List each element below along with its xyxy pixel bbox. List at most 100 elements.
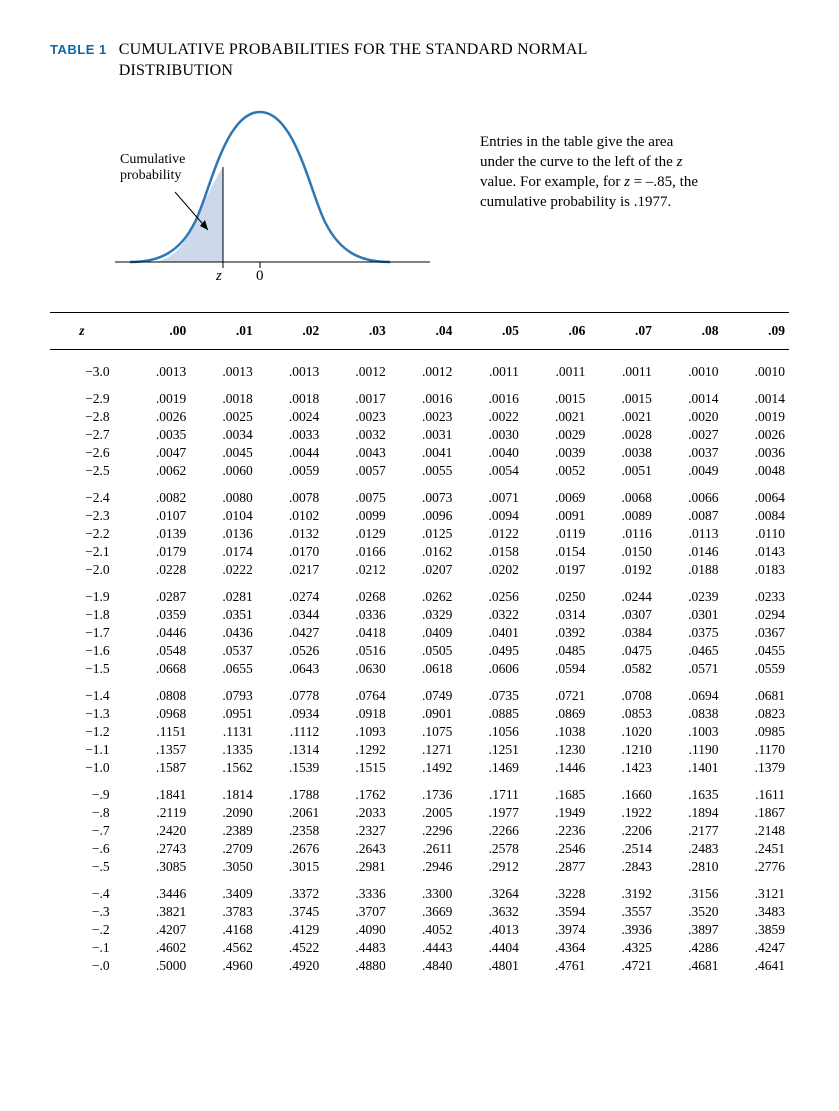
bell-curve: [130, 112, 390, 262]
title-block: TABLE 1 CUMULATIVE PROBABILITIES FOR THE…: [50, 40, 789, 82]
prob-value: .0018: [190, 381, 257, 408]
prob-value: .3669: [390, 903, 457, 921]
prob-value: .0066: [656, 480, 723, 507]
prob-value: .0116: [589, 525, 656, 543]
prob-value: .0059: [257, 462, 324, 480]
prob-value: .1492: [390, 759, 457, 777]
z-value: −1.2: [50, 723, 124, 741]
prob-value: .1635: [656, 777, 723, 804]
col-02: .02: [257, 312, 324, 349]
prob-value: .3821: [124, 903, 191, 921]
prob-value: .0694: [656, 678, 723, 705]
prob-value: .0054: [456, 462, 523, 480]
prob-value: .0301: [656, 606, 723, 624]
prob-value: .0029: [523, 426, 590, 444]
prob-value: .0655: [190, 660, 257, 678]
z-value: −2.6: [50, 444, 124, 462]
prob-value: .3483: [722, 903, 789, 921]
prob-value: .2327: [323, 822, 390, 840]
prob-value: .0096: [390, 507, 457, 525]
prob-value: .0384: [589, 624, 656, 642]
prob-value: .3557: [589, 903, 656, 921]
z-value: −2.2: [50, 525, 124, 543]
prob-value: .0179: [124, 543, 191, 561]
prob-value: .0281: [190, 579, 257, 606]
prob-value: .0202: [456, 561, 523, 579]
prob-value: .2148: [722, 822, 789, 840]
col-03: .03: [323, 312, 390, 349]
prob-value: .1075: [390, 723, 457, 741]
prob-value: .3859: [722, 921, 789, 939]
prob-value: .0028: [589, 426, 656, 444]
table-row: −2.8.0026.0025.0024.0023.0023.0022.0021.…: [50, 408, 789, 426]
prob-value: .0099: [323, 507, 390, 525]
prob-value: .2358: [257, 822, 324, 840]
prob-value: .0016: [390, 381, 457, 408]
prob-value: .2296: [390, 822, 457, 840]
prob-value: .0217: [257, 561, 324, 579]
col-06: .06: [523, 312, 590, 349]
prob-value: .0446: [124, 624, 191, 642]
prob-value: .0681: [722, 678, 789, 705]
table-row: −1.4.0808.0793.0778.0764.0749.0735.0721.…: [50, 678, 789, 705]
z-value: −2.7: [50, 426, 124, 444]
prob-value: .0019: [124, 381, 191, 408]
col-01: .01: [190, 312, 257, 349]
prob-value: .0060: [190, 462, 257, 480]
prob-value: .0154: [523, 543, 590, 561]
prob-value: .4960: [190, 957, 257, 975]
prob-value: .0764: [323, 678, 390, 705]
prob-value: .0014: [656, 381, 723, 408]
prob-value: .1093: [323, 723, 390, 741]
prob-value: .4721: [589, 957, 656, 975]
z-value: −2.0: [50, 561, 124, 579]
col-00: .00: [124, 312, 191, 349]
prob-value: .4052: [390, 921, 457, 939]
cap-p1: Entries in the table give the area under…: [480, 134, 677, 170]
prob-value: .0170: [257, 543, 324, 561]
col-08: .08: [656, 312, 723, 349]
prob-value: .0392: [523, 624, 590, 642]
prob-value: .0089: [589, 507, 656, 525]
prob-value: .0021: [523, 408, 590, 426]
prob-value: .1335: [190, 741, 257, 759]
prob-value: .0091: [523, 507, 590, 525]
table-row: −1.6.0548.0537.0526.0516.0505.0495.0485.…: [50, 642, 789, 660]
prob-value: .0015: [523, 381, 590, 408]
prob-value: .0548: [124, 642, 191, 660]
prob-value: .0022: [456, 408, 523, 426]
prob-value: .3372: [257, 876, 324, 903]
prob-value: .0087: [656, 507, 723, 525]
prob-value: .2776: [722, 858, 789, 876]
z-value: −.6: [50, 840, 124, 858]
prob-value: .1056: [456, 723, 523, 741]
table-row: −2.4.0082.0080.0078.0075.0073.0071.0069.…: [50, 480, 789, 507]
prob-value: .0307: [589, 606, 656, 624]
prob-value: .2709: [190, 840, 257, 858]
z-table-body: −3.0.0013.0013.0013.0012.0012.0011.0011.…: [50, 349, 789, 975]
prob-value: .0034: [190, 426, 257, 444]
axis-zero-label: 0: [256, 268, 264, 285]
prob-value: .3936: [589, 921, 656, 939]
cumulative-label: Cumulative probability: [120, 152, 185, 186]
z-value: −2.5: [50, 462, 124, 480]
prob-value: .1003: [656, 723, 723, 741]
prob-value: .0044: [257, 444, 324, 462]
prob-value: .1611: [722, 777, 789, 804]
table-number: TABLE 1: [50, 40, 107, 57]
prob-value: .4641: [722, 957, 789, 975]
prob-value: .0068: [589, 480, 656, 507]
prob-value: .1949: [523, 804, 590, 822]
prob-value: .0041: [390, 444, 457, 462]
table-row: −1.2.1151.1131.1112.1093.1075.1056.1038.…: [50, 723, 789, 741]
table-row: −2.7.0035.0034.0033.0032.0031.0030.0029.…: [50, 426, 789, 444]
prob-value: .0934: [257, 705, 324, 723]
prob-value: .0119: [523, 525, 590, 543]
prob-value: .1379: [722, 759, 789, 777]
z-table-head: z.00.01.02.03.04.05.06.07.08.09: [50, 312, 789, 349]
prob-value: .0136: [190, 525, 257, 543]
prob-value: .4483: [323, 939, 390, 957]
prob-value: .1038: [523, 723, 590, 741]
prob-value: .0314: [523, 606, 590, 624]
prob-value: .0721: [523, 678, 590, 705]
